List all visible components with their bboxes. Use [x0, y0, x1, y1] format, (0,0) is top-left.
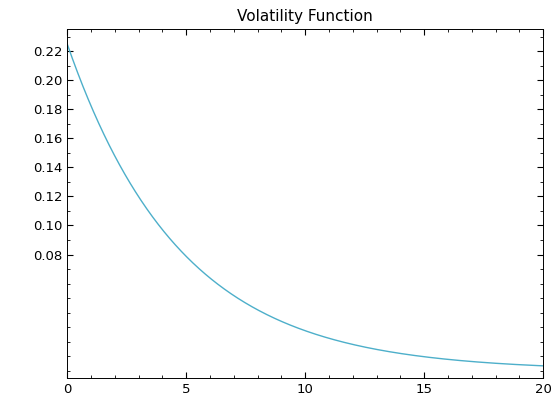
Title: Volatility Function: Volatility Function	[237, 9, 373, 24]
